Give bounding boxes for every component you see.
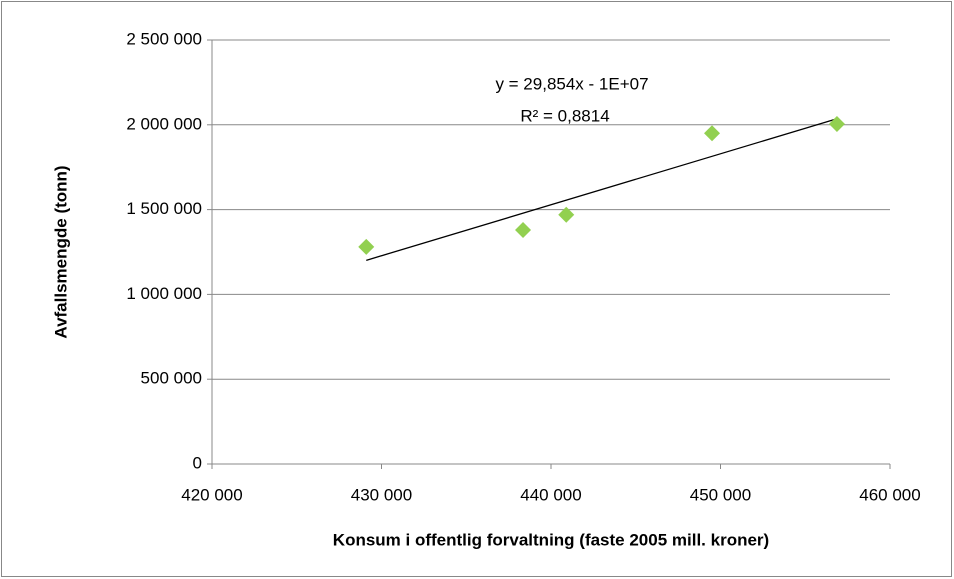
y-axis-label: Avfallsmengde (tonn) xyxy=(51,165,70,338)
x-tick-label: 430 000 xyxy=(351,485,412,504)
x-tick-label: 420 000 xyxy=(181,485,242,504)
y-tick-label: 1 000 000 xyxy=(126,284,202,303)
r-squared: R² = 0,8814 xyxy=(520,106,609,125)
point xyxy=(704,125,721,142)
x-tick-label: 460 000 xyxy=(859,485,920,504)
y-tick-label: 2 000 000 xyxy=(126,114,202,133)
x-tick-label: 450 000 xyxy=(690,485,751,504)
y-tick-label: 1 500 000 xyxy=(126,199,202,218)
trendline xyxy=(366,118,838,261)
point xyxy=(828,115,845,132)
y-tick-label: 500 000 xyxy=(141,369,202,388)
point xyxy=(358,238,375,255)
x-tick-label: 440 000 xyxy=(520,485,581,504)
x-axis-label: Konsum i offentlig forvaltning (faste 20… xyxy=(333,530,769,549)
y-tick-label: 0 xyxy=(193,453,202,472)
trend-equation: y = 29,854x - 1E+07 xyxy=(495,74,648,93)
point xyxy=(558,206,575,223)
y-tick-label: 2 500 000 xyxy=(126,29,202,48)
point xyxy=(515,221,532,238)
